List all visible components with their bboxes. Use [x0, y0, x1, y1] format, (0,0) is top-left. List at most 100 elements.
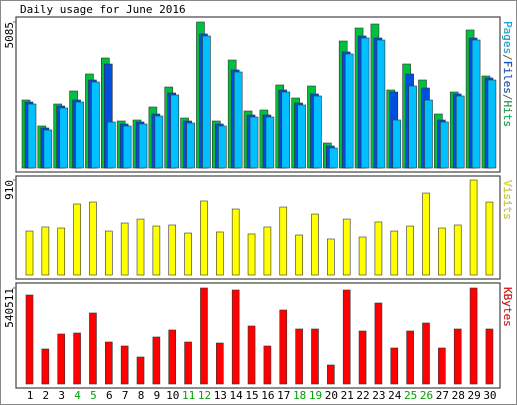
x-tick-label: 3: [58, 389, 65, 402]
bar: [453, 328, 462, 385]
bar: [200, 200, 208, 276]
bar: [170, 94, 180, 169]
bar: [91, 81, 100, 169]
bar: [231, 208, 240, 276]
x-tick-label: 2: [43, 389, 50, 402]
bar: [390, 230, 399, 276]
bar: [281, 91, 291, 169]
x-tick-label: 7: [122, 389, 129, 402]
bar: [216, 231, 224, 276]
bar: [469, 287, 478, 385]
x-tick-label: 5: [90, 389, 97, 402]
bar: [89, 312, 97, 385]
bar: [297, 104, 306, 169]
legend: KBytes: [501, 287, 514, 327]
x-tick-label: 15: [245, 389, 258, 402]
bar: [154, 115, 164, 169]
bar: [138, 123, 148, 169]
x-tick-label: 23: [372, 389, 385, 402]
bar: [41, 348, 50, 385]
bar: [453, 224, 462, 276]
bar: [247, 325, 256, 385]
bar: [27, 103, 37, 169]
bar: [376, 39, 386, 169]
x-tick-label: 19: [309, 389, 322, 402]
bar: [313, 95, 322, 169]
bar: [455, 95, 465, 169]
x-tick-label: 13: [214, 389, 227, 402]
bar: [424, 99, 433, 169]
x-tick-label: 1: [27, 389, 34, 402]
bar: [200, 287, 208, 385]
bar: [25, 230, 34, 276]
bar: [105, 230, 113, 276]
x-tick-label: 20: [325, 389, 338, 402]
bar: [136, 218, 145, 276]
bar: [406, 330, 414, 385]
bar: [186, 122, 195, 169]
bar: [216, 342, 224, 385]
bar: [279, 309, 288, 385]
y-tick-label: 540511: [3, 288, 16, 328]
bar: [422, 192, 430, 276]
bar: [107, 121, 116, 169]
bar: [233, 71, 243, 169]
bar: [279, 206, 288, 276]
bar: [247, 233, 256, 276]
bar: [311, 213, 319, 276]
bar: [295, 328, 303, 385]
bar: [43, 129, 53, 169]
bar: [390, 347, 399, 385]
bar: [485, 328, 494, 385]
bar: [440, 121, 449, 169]
x-tick-label: 10: [166, 389, 179, 402]
bar: [184, 341, 192, 385]
bar: [202, 35, 211, 169]
bar: [471, 39, 481, 169]
bar: [41, 226, 50, 276]
bar: [249, 116, 259, 169]
bar: [422, 322, 430, 385]
bar: [168, 329, 177, 385]
x-tick-label: 16: [261, 389, 274, 402]
bar: [152, 336, 161, 385]
bar: [406, 225, 414, 276]
bar: [263, 345, 272, 385]
x-tick-label: 22: [356, 389, 369, 402]
bar: [358, 330, 367, 385]
x-tick-label: 11: [182, 389, 195, 402]
bar: [152, 225, 161, 276]
x-tick-label: 30: [483, 389, 496, 402]
bar: [168, 224, 177, 276]
bar: [374, 221, 383, 276]
bar: [57, 227, 66, 276]
bar: [358, 236, 367, 276]
bar: [136, 356, 145, 385]
bar: [311, 328, 319, 385]
y-tick-label: 5085: [3, 22, 16, 49]
legend: Visits: [501, 180, 514, 220]
legend-separator: /: [501, 94, 514, 101]
legend-entry: Files: [501, 61, 514, 94]
bar: [485, 201, 494, 276]
bar: [120, 345, 129, 385]
bar: [263, 226, 272, 276]
bar: [344, 53, 354, 169]
bar: [25, 294, 34, 385]
chart-title: Daily usage for June 2016: [20, 3, 186, 16]
legend-separator: /: [501, 54, 514, 61]
bar: [105, 341, 113, 385]
x-tick-label: 26: [420, 389, 433, 402]
bar: [487, 79, 497, 169]
bar: [469, 179, 478, 276]
bar: [438, 347, 446, 385]
x-tick-label: 4: [74, 389, 81, 402]
bar: [342, 218, 351, 276]
bar: [120, 222, 129, 276]
x-tick-label: 28: [452, 389, 465, 402]
bar: [295, 234, 303, 276]
bar: [231, 289, 240, 385]
bar: [360, 37, 370, 169]
x-tick-label: 24: [388, 389, 402, 402]
